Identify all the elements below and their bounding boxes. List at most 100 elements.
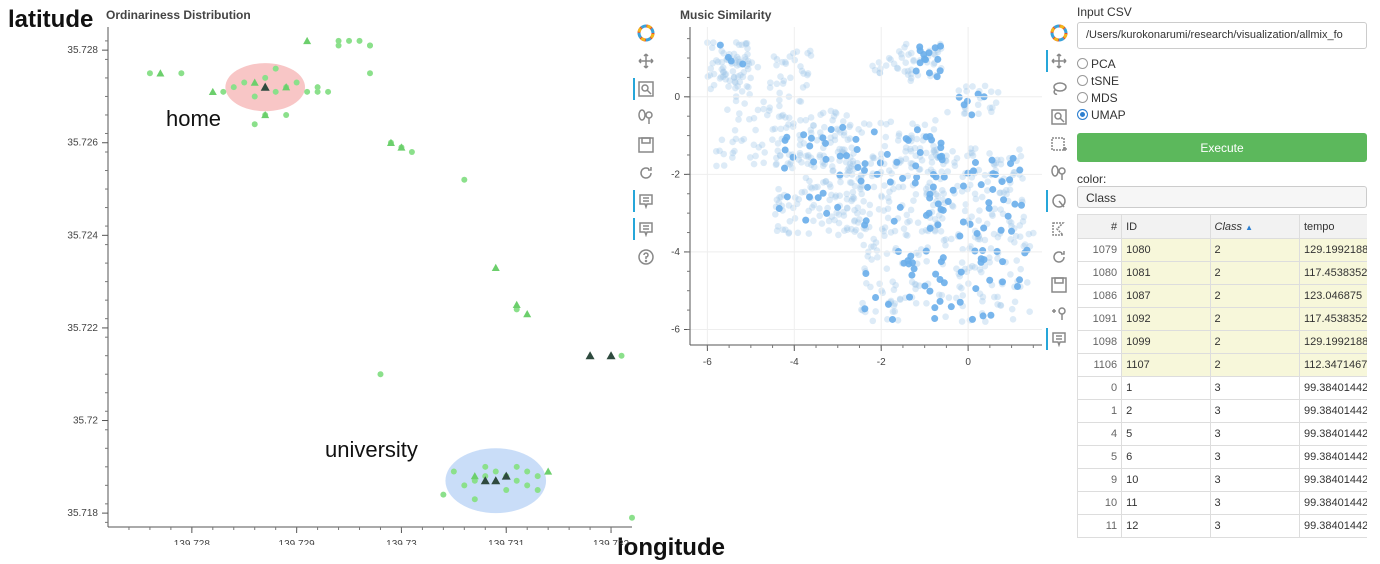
table-cell-idx[interactable]: 10 <box>1077 491 1123 515</box>
table-cell-id[interactable]: 1081 <box>1121 261 1211 285</box>
table-cell-cls[interactable]: 3 <box>1209 491 1300 515</box>
table-cell-idx[interactable]: 11 <box>1077 514 1123 538</box>
radio-umap[interactable]: UMAP <box>1077 106 1126 123</box>
music-similarity-plot[interactable]: -6 -4 -2 0 0 -2 -4 -6 <box>650 0 1050 380</box>
table-cell-tempo[interactable]: 129.1992188 <box>1298 238 1367 262</box>
pan-icon[interactable] <box>635 50 657 72</box>
table-cell-id[interactable]: 1080 <box>1121 238 1211 262</box>
radio-tsne[interactable]: tSNE <box>1077 72 1126 89</box>
table-cell-cls[interactable]: 3 <box>1209 445 1300 469</box>
table-cell-cls[interactable]: 2 <box>1209 238 1300 262</box>
table-cell-tempo[interactable]: 99.38401442 <box>1298 422 1367 446</box>
zoom-in-icon[interactable] <box>1048 302 1070 324</box>
table-cell-tempo[interactable]: 123.046875 <box>1298 284 1367 308</box>
radio-umap-button[interactable] <box>1077 109 1088 120</box>
radio-mds-button[interactable] <box>1077 92 1088 103</box>
table-cell-idx[interactable]: 1 <box>1077 399 1123 423</box>
table-cell-id[interactable]: 10 <box>1121 468 1211 492</box>
radio-pca-button[interactable] <box>1077 58 1088 69</box>
table-cell-idx[interactable]: 1106 <box>1077 353 1123 377</box>
table-row[interactable]: 1 2 3 99.38401442 <box>1077 399 1367 423</box>
table-row[interactable]: 9 10 3 99.38401442 <box>1077 468 1367 492</box>
table-row[interactable]: 0 1 3 99.38401442 <box>1077 376 1367 400</box>
table-cell-cls[interactable]: 2 <box>1209 284 1300 308</box>
table-cell-cls[interactable]: 3 <box>1209 468 1300 492</box>
pan-icon-2[interactable] <box>1046 50 1070 72</box>
table-cell-tempo[interactable]: 99.38401442 <box>1298 376 1367 400</box>
execute-button[interactable]: Execute <box>1077 133 1367 162</box>
table-cell-id[interactable]: 6 <box>1121 445 1211 469</box>
col-header-class[interactable]: Class ▲ <box>1209 214 1300 239</box>
table-cell-cls[interactable]: 3 <box>1209 399 1300 423</box>
table-cell-id[interactable]: 1092 <box>1121 307 1211 331</box>
table-cell-idx[interactable]: 1086 <box>1077 284 1123 308</box>
col-header-id[interactable]: ID <box>1121 214 1211 239</box>
table-cell-cls[interactable]: 3 <box>1209 514 1300 538</box>
table-cell-id[interactable]: 12 <box>1121 514 1211 538</box>
table-cell-tempo[interactable]: 99.38401442 <box>1298 399 1367 423</box>
wheel-zoom-icon-2[interactable] <box>1048 162 1070 184</box>
table-cell-id[interactable]: 11 <box>1121 491 1211 515</box>
table-cell-idx[interactable]: 1080 <box>1077 261 1123 285</box>
table-row[interactable]: 5 6 3 99.38401442 <box>1077 445 1367 469</box>
wheel-zoom-icon[interactable] <box>635 106 657 128</box>
hover-icon[interactable] <box>633 190 657 212</box>
table-cell-id[interactable]: 1107 <box>1121 353 1211 377</box>
help-icon[interactable] <box>635 246 657 268</box>
table-row[interactable]: 1086 1087 2 123.046875 <box>1077 284 1367 308</box>
poly-select-icon[interactable] <box>1048 218 1070 240</box>
table-cell-cls[interactable]: 2 <box>1209 261 1300 285</box>
table-cell-cls[interactable]: 3 <box>1209 376 1300 400</box>
box-zoom-icon[interactable] <box>633 78 657 100</box>
table-cell-idx[interactable]: 4 <box>1077 422 1123 446</box>
reset-icon[interactable] <box>635 162 657 184</box>
table-row[interactable]: 1080 1081 2 117.4538352 <box>1077 261 1367 285</box>
table-cell-tempo[interactable]: 117.4538352 <box>1298 307 1367 331</box>
table-cell-tempo[interactable]: 99.38401442 <box>1298 491 1367 515</box>
input-csv-field[interactable]: /Users/kurokonarumi/research/visualizati… <box>1077 22 1367 49</box>
save-icon[interactable] <box>635 134 657 156</box>
save-icon-2[interactable] <box>1048 274 1070 296</box>
col-header-index[interactable]: # <box>1077 214 1123 239</box>
table-row[interactable]: 4 5 3 99.38401442 <box>1077 422 1367 446</box>
table-cell-tempo[interactable]: 99.38401442 <box>1298 468 1367 492</box>
table-cell-cls[interactable]: 2 <box>1209 353 1300 377</box>
table-cell-idx[interactable]: 1091 <box>1077 307 1123 331</box>
table-cell-cls[interactable]: 2 <box>1209 330 1300 354</box>
radio-pca[interactable]: PCA <box>1077 55 1126 72</box>
table-cell-cls[interactable]: 3 <box>1209 422 1300 446</box>
table-cell-tempo[interactable]: 129.1992188 <box>1298 330 1367 354</box>
hover-icon-2[interactable] <box>633 218 657 240</box>
table-cell-id[interactable]: 1 <box>1121 376 1211 400</box>
radio-mds[interactable]: MDS <box>1077 89 1126 106</box>
table-cell-id[interactable]: 5 <box>1121 422 1211 446</box>
radio-tsne-button[interactable] <box>1077 75 1088 86</box>
hover-icon-3[interactable] <box>1046 328 1070 350</box>
table-row[interactable]: 1098 1099 2 129.1992188 <box>1077 330 1367 354</box>
table-cell-id[interactable]: 1087 <box>1121 284 1211 308</box>
ordinariness-plot[interactable]: 139.728 139.729 139.73 139.731 139.732 35.718… <box>60 0 660 545</box>
table-cell-idx[interactable]: 1098 <box>1077 330 1123 354</box>
reset-icon-2[interactable] <box>1048 246 1070 268</box>
table-cell-idx[interactable]: 9 <box>1077 468 1123 492</box>
box-zoom-icon-2[interactable] <box>1048 106 1070 128</box>
table-cell-cls[interactable]: 2 <box>1209 307 1300 331</box>
tap-select-icon[interactable] <box>1046 190 1070 212</box>
table-cell-id[interactable]: 2 <box>1121 399 1211 423</box>
box-select-icon[interactable] <box>1048 134 1070 156</box>
table-cell-id[interactable]: 1099 <box>1121 330 1211 354</box>
color-select[interactable]: Class <box>1077 186 1367 208</box>
table-cell-idx[interactable]: 5 <box>1077 445 1123 469</box>
table-cell-tempo[interactable]: 99.38401442 <box>1298 514 1367 538</box>
lasso-icon[interactable] <box>1048 78 1070 100</box>
table-cell-idx[interactable]: 1079 <box>1077 238 1123 262</box>
table-cell-tempo[interactable]: 99.38401442 <box>1298 445 1367 469</box>
table-cell-tempo[interactable]: 112.3471467 <box>1298 353 1367 377</box>
table-row[interactable]: 10 11 3 99.38401442 <box>1077 491 1367 515</box>
table-cell-idx[interactable]: 0 <box>1077 376 1123 400</box>
table-row[interactable]: 1106 1107 2 112.3471467 <box>1077 353 1367 377</box>
table-row[interactable]: 1091 1092 2 117.4538352 <box>1077 307 1367 331</box>
table-cell-tempo[interactable]: 117.4538352 <box>1298 261 1367 285</box>
col-header-tempo[interactable]: tempo <box>1298 214 1367 239</box>
table-row[interactable]: 11 12 3 99.38401442 <box>1077 514 1367 538</box>
